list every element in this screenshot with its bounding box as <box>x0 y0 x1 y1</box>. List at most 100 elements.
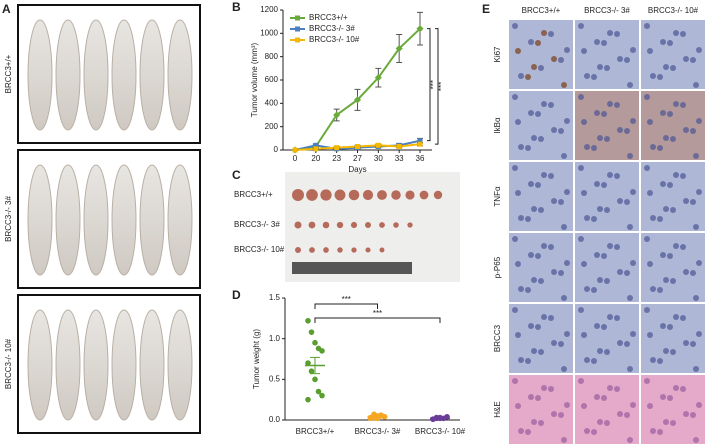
marker <box>416 25 424 33</box>
cell <box>528 252 534 258</box>
cell <box>515 48 521 54</box>
mouse <box>139 164 165 276</box>
cell <box>538 207 544 213</box>
cell <box>601 253 607 259</box>
cell <box>604 278 610 284</box>
marker <box>334 145 340 151</box>
panel-label: D <box>232 288 241 302</box>
cell <box>690 199 696 205</box>
cell <box>561 437 567 443</box>
cell <box>581 332 587 338</box>
tumor <box>322 221 330 229</box>
cell <box>584 144 590 150</box>
dot <box>315 388 322 395</box>
marker <box>374 74 382 82</box>
tumor <box>323 247 329 253</box>
cell <box>614 102 620 108</box>
x-tick-label: 36 <box>416 154 425 163</box>
cell <box>515 190 521 196</box>
cell <box>680 386 686 392</box>
error-bar <box>372 415 383 419</box>
cell <box>515 261 521 267</box>
cell <box>584 215 590 221</box>
tumor <box>393 222 399 228</box>
cell <box>538 65 544 71</box>
cell <box>584 286 590 292</box>
cell <box>518 215 524 221</box>
cell <box>538 420 544 426</box>
y-axis-label: Tumor volume (mm³) <box>250 42 259 117</box>
cell <box>512 165 518 171</box>
cell <box>607 314 613 320</box>
cell <box>535 253 541 259</box>
histology-image <box>575 304 639 373</box>
cell <box>518 73 524 79</box>
cell <box>660 252 666 258</box>
group-label: BRCC3+/+ <box>4 54 13 93</box>
marker <box>395 44 403 53</box>
cell <box>538 136 544 142</box>
group-label: BRCC3-/- 3# <box>4 196 13 242</box>
cell <box>584 357 590 363</box>
y-tick-label: 1200 <box>260 5 278 14</box>
tumor <box>348 189 360 201</box>
cell <box>518 144 524 150</box>
cell <box>541 243 547 249</box>
cell <box>564 47 570 53</box>
tumor <box>308 221 316 229</box>
row-label: Ki67 <box>493 46 502 63</box>
significance: *** <box>373 309 382 318</box>
cell <box>512 236 518 242</box>
cell <box>512 94 518 100</box>
cell <box>617 198 623 204</box>
x-tick-label: BRCC3-/- 3# <box>355 427 401 436</box>
group-label: BRCC3-/- 10# <box>4 338 13 389</box>
histology-image <box>641 20 705 89</box>
histology-image <box>575 20 639 89</box>
histology-image <box>641 375 705 444</box>
ruler <box>292 262 412 274</box>
cell <box>528 39 534 45</box>
cell <box>591 74 597 80</box>
cell <box>680 173 686 179</box>
cell <box>518 357 524 363</box>
significance-bracket <box>427 28 431 142</box>
cell <box>644 307 650 313</box>
cell <box>647 403 653 409</box>
histology-image <box>575 375 639 444</box>
cell <box>538 349 544 355</box>
group-label: BRCC3+/+ <box>234 190 273 199</box>
cell <box>630 118 636 124</box>
cell <box>647 332 653 338</box>
tumor <box>405 190 415 200</box>
tumor <box>379 247 385 253</box>
cell <box>561 366 567 372</box>
cell <box>581 48 587 54</box>
cell <box>604 420 610 426</box>
mouse <box>27 309 53 421</box>
cell <box>591 145 597 151</box>
legend-marker <box>295 26 300 32</box>
cell <box>512 378 518 384</box>
tumor <box>295 247 301 253</box>
mouse <box>111 19 137 131</box>
tumor <box>365 222 371 228</box>
cell <box>564 331 570 337</box>
significance-bracket <box>314 303 378 309</box>
cell <box>627 82 633 88</box>
cell <box>525 287 531 293</box>
cell <box>627 366 633 372</box>
mouse <box>27 164 53 276</box>
histology-image <box>509 162 573 231</box>
cell <box>548 244 554 250</box>
cell <box>541 101 547 107</box>
cell <box>670 420 676 426</box>
cell <box>657 429 663 435</box>
tumor <box>379 222 385 228</box>
cell <box>601 40 607 46</box>
cell <box>541 30 547 36</box>
error-bar <box>435 417 445 420</box>
cell <box>644 94 650 100</box>
cell <box>564 118 570 124</box>
cell <box>647 261 653 267</box>
